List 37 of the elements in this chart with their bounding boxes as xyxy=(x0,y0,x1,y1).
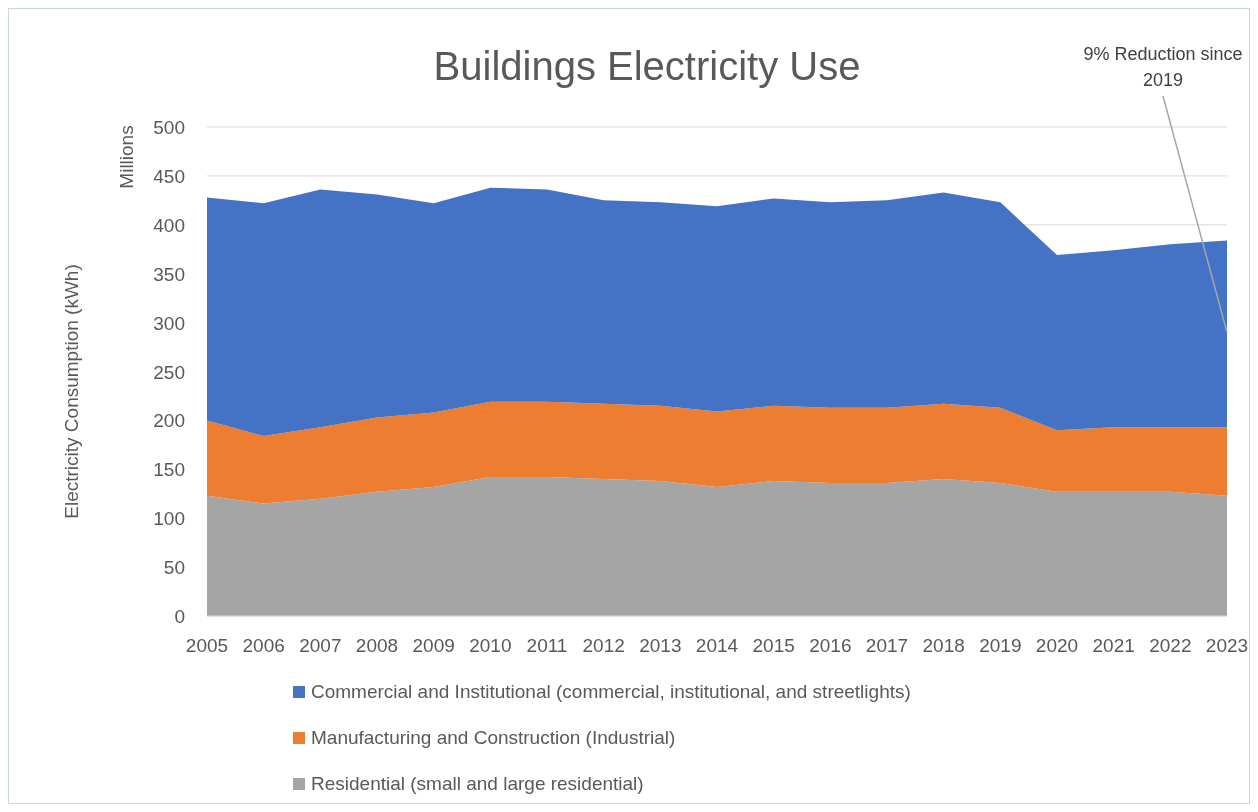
x-tick-label: 2017 xyxy=(865,635,909,656)
text: Millions xyxy=(116,125,137,189)
chart-title: Buildings Electricity Use xyxy=(433,44,861,88)
x-tick-label: 2005 xyxy=(185,635,229,656)
y-tick-label: 250 xyxy=(153,361,185,383)
x-tick-label: 2016 xyxy=(809,635,852,656)
x-tick-label: 2021 xyxy=(1092,635,1135,656)
y-tick-label: 500 xyxy=(153,117,185,138)
y-tick-label: 150 xyxy=(153,459,185,481)
x-tick-label: 2022 xyxy=(1149,635,1192,656)
x-tick-label: 2020 xyxy=(1035,635,1079,656)
x-tick-label: 2019 xyxy=(979,635,1022,656)
x-tick-label: 2009 xyxy=(412,635,455,656)
x-tick-label: 2023 xyxy=(1205,635,1249,656)
y-tick-label: 350 xyxy=(153,263,185,285)
y-axis-title: Electricity Consumption (kWh) xyxy=(61,264,82,519)
legend-label: Manufacturing and Construction (Industrial) xyxy=(311,727,676,748)
y-tick-label: 450 xyxy=(153,165,185,187)
legend-label: Residential (small and large residential) xyxy=(311,773,644,794)
x-tick-label: 2010 xyxy=(469,635,512,656)
x-tick-label: 2007 xyxy=(299,635,342,656)
y-tick-label: 0 xyxy=(174,606,185,627)
legend-label: Commercial and Institutional (commercial, institutional, and streetlights) xyxy=(311,681,911,702)
annotation: 9% Reduction since 2019 xyxy=(1083,44,1243,90)
y-tick-label: 300 xyxy=(153,312,185,334)
x-tick-label: 2008 xyxy=(355,635,399,656)
y-tick-label: 50 xyxy=(163,557,185,579)
x-tick-label: 2012 xyxy=(582,635,625,656)
x-tick-label: 2006 xyxy=(242,635,285,656)
x-tick-label: 2015 xyxy=(752,635,795,656)
x-tick-label: 2014 xyxy=(695,635,739,656)
x-tick-label: 2013 xyxy=(639,635,682,656)
x-tick-label: 2018 xyxy=(922,635,965,656)
y-tick-label: 200 xyxy=(153,410,185,432)
y-tick-label: 400 xyxy=(153,214,185,236)
y-tick-label: 100 xyxy=(153,508,185,530)
x-tick-label: 2011 xyxy=(526,635,568,656)
